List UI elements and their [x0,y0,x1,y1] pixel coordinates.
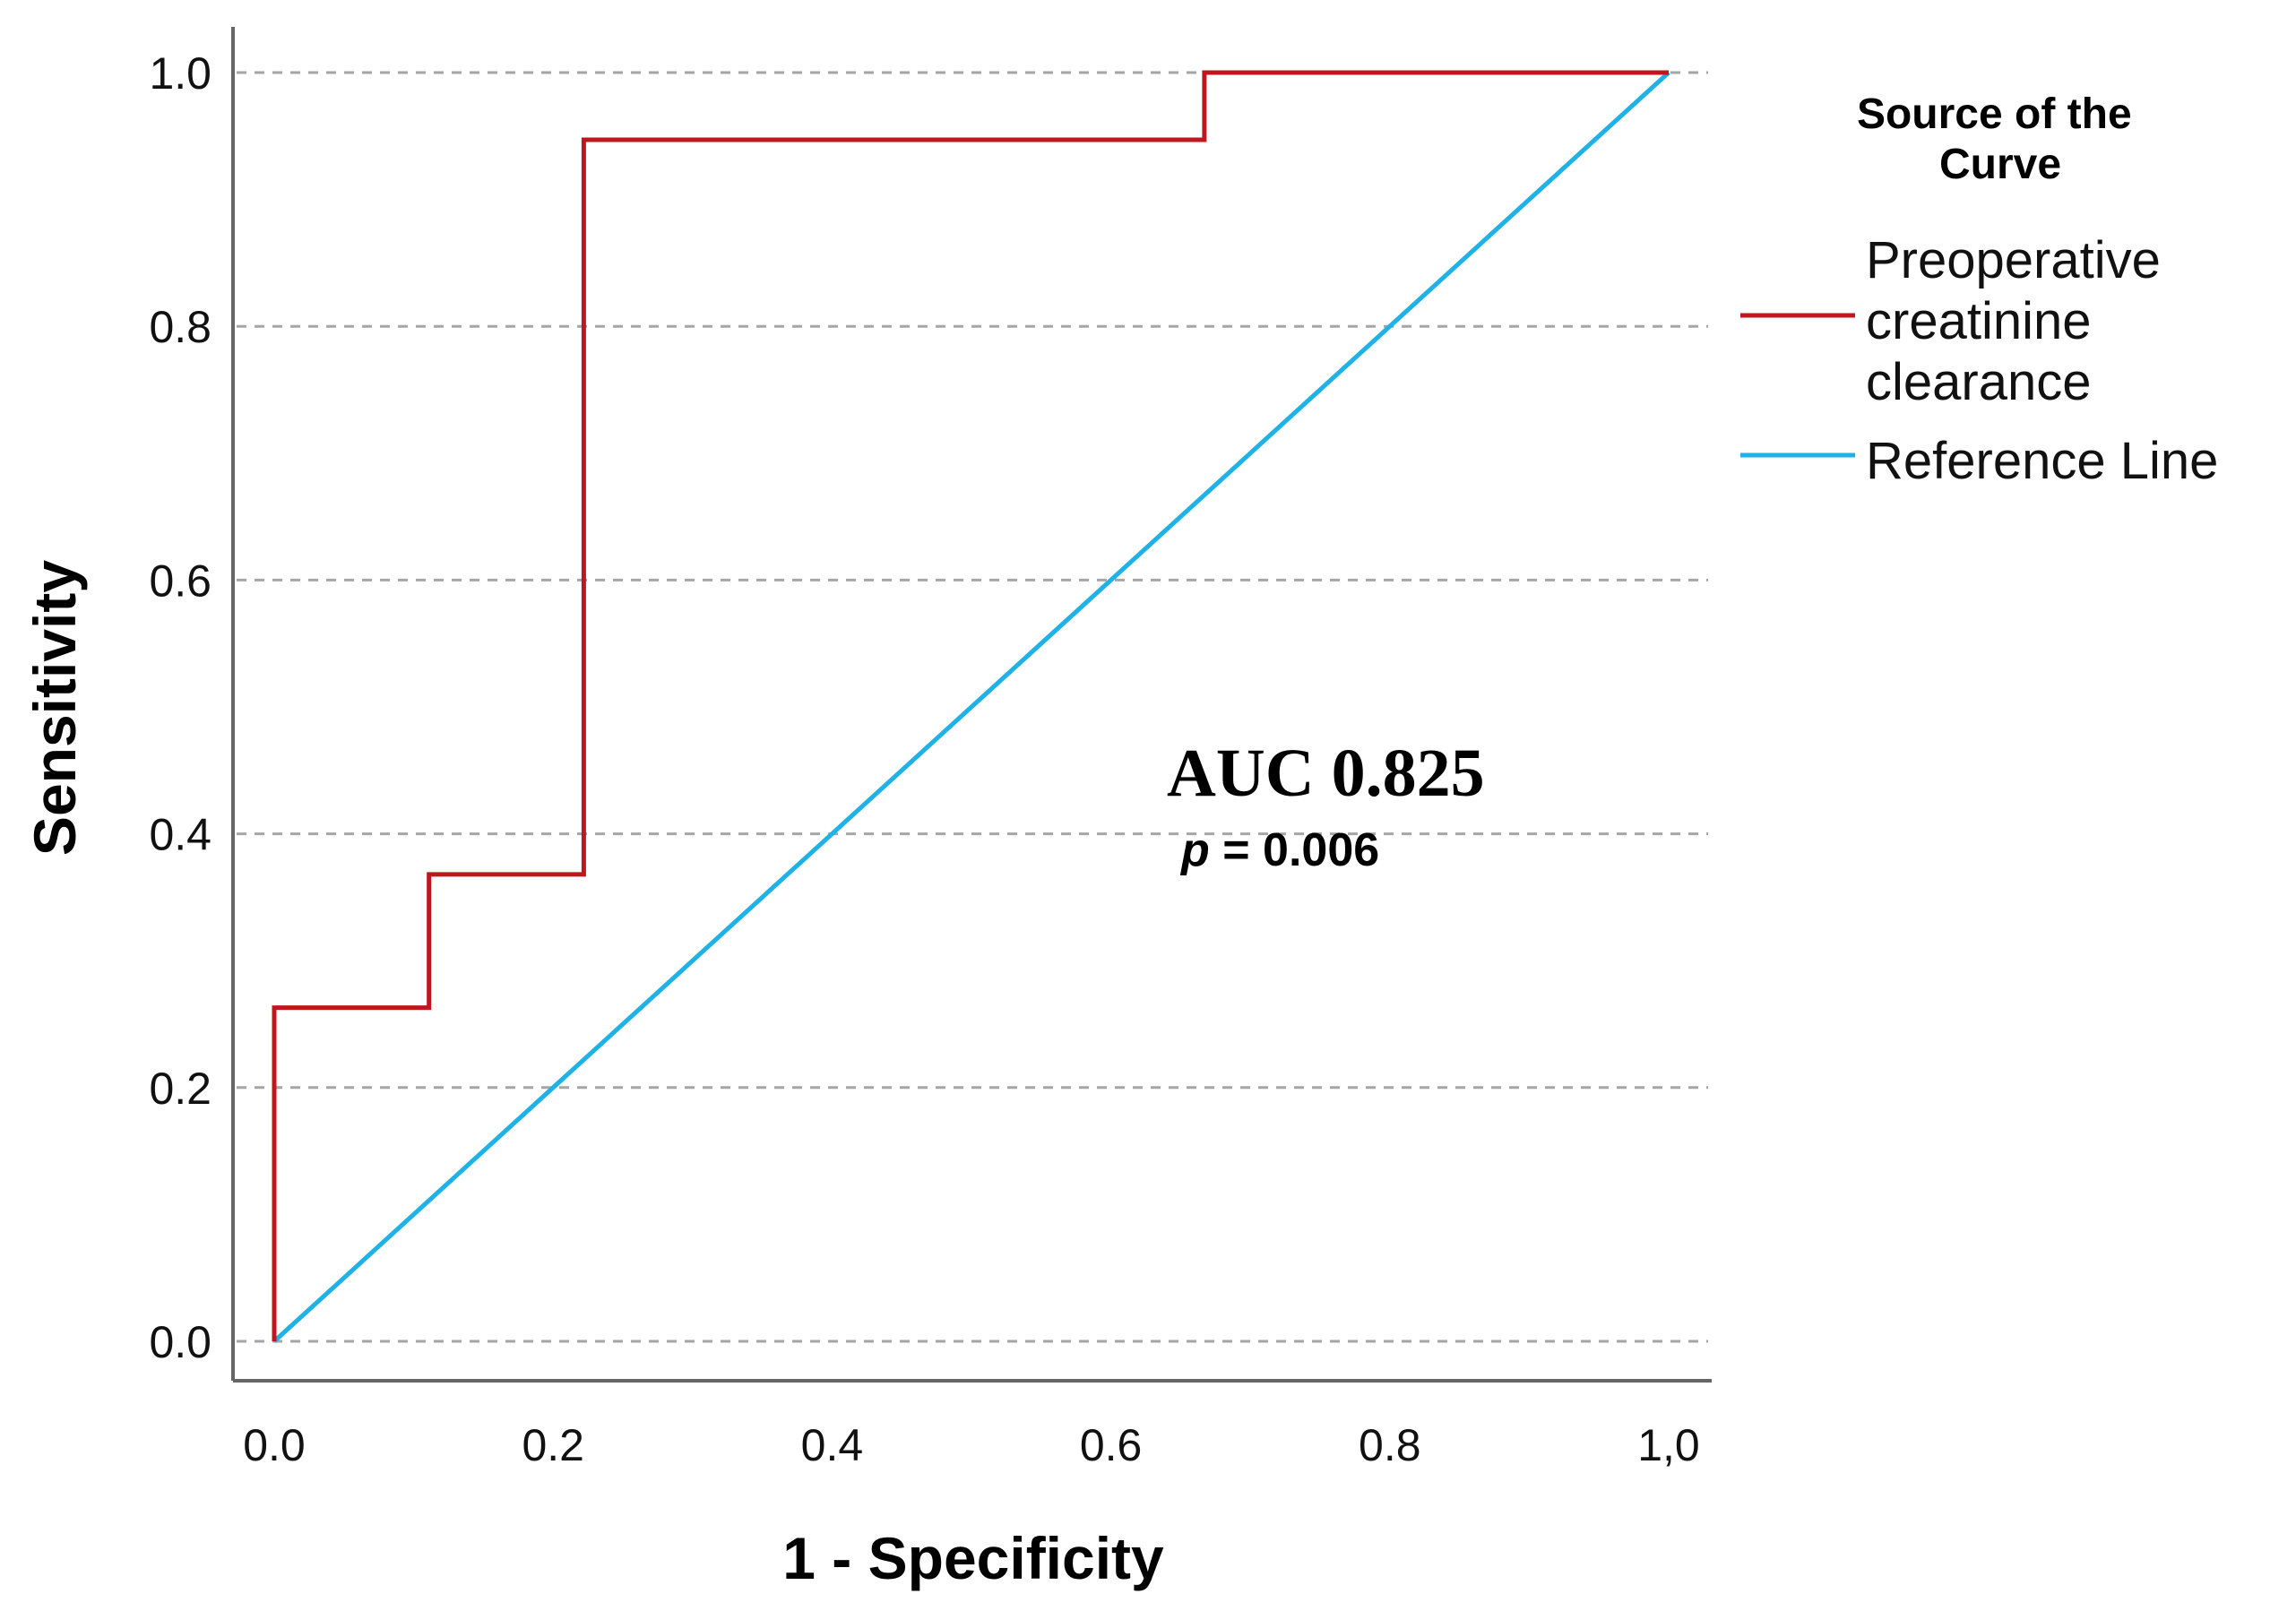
axes [231,27,1712,1383]
legend-label-creatinine-line-2: creatinine [1866,292,2091,350]
y-tick-label-3: 0.6 [149,556,211,606]
x-tick-labels: 0.0 0.2 0.4 0.6 0.8 1,0 [243,1420,1700,1470]
y-tick-labels: 0.0 0.2 0.4 0.6 0.8 1.0 [149,48,211,1367]
x-tick-label-3: 0.6 [1080,1420,1143,1470]
p-symbol: p [1179,824,1210,876]
y-tick-label-2: 0.4 [149,810,211,860]
roc-curve-creatinine [272,70,1669,1341]
p-value: = 0.006 [1210,824,1379,876]
auc-label: AUC 0.825 [1167,736,1485,811]
x-axis-label: 1 - Specificity [782,1525,1164,1591]
reference-line [272,71,1670,1343]
x-tick-label-1: 0.2 [522,1420,584,1470]
x-tick-label-2: 0.4 [801,1420,864,1470]
legend-title: Source of the Curve [1857,90,2144,188]
legend-title-line-2: Curve [1939,141,2061,188]
series-group [272,70,1670,1343]
y-tick-label-1: 0.2 [149,1064,211,1114]
y-tick-label-4: 0.8 [149,302,211,352]
auc-annotation: AUC 0.825 p = 0.006 [1167,736,1485,876]
legend-label-creatinine-line-3: clearance [1866,353,2091,411]
legend-title-line-1: Source of the [1857,90,2132,138]
legend-label-creatinine: Preoperative creatinine clearance [1866,231,2175,411]
legend-label-creatinine-line-1: Preoperative [1866,231,2161,289]
legend-label-reference: Reference Line [1866,432,2218,490]
p-value-label: p = 0.006 [1179,824,1379,876]
legend: Source of the Curve Preoperative creatin… [1740,90,2218,490]
x-tick-label-5: 1,0 [1637,1420,1700,1470]
y-tick-label-0: 0.0 [149,1317,211,1367]
y-tick-label-5: 1.0 [149,48,211,99]
y-axis-label: Sensitivity [22,560,88,856]
x-tick-label-0: 0.0 [243,1420,306,1470]
x-tick-label-4: 0.8 [1359,1420,1421,1470]
